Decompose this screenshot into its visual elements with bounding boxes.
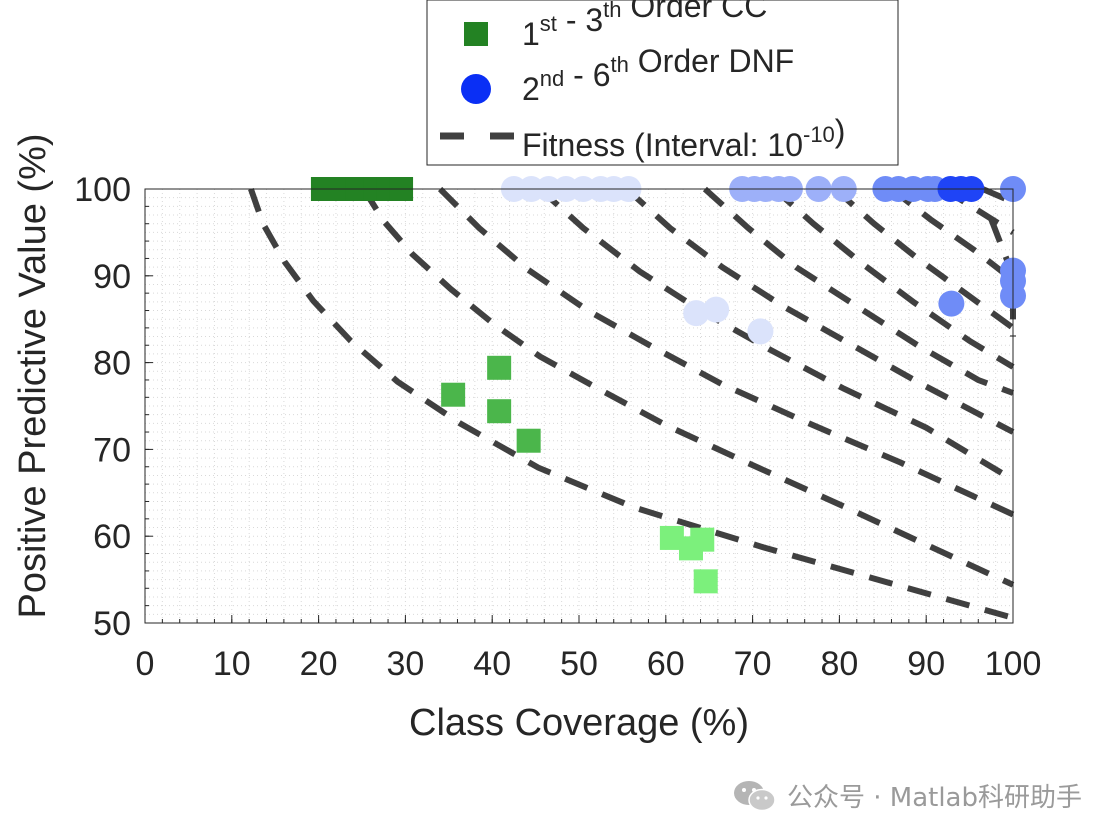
x-tick-label: 50 bbox=[560, 645, 598, 683]
x-tick-label: 10 bbox=[213, 645, 251, 683]
axis-ticks: 0 10 20 30 40 50 60 70 80 90 100 50 60 70 80 90 100 bbox=[74, 171, 1041, 683]
fitness-curve bbox=[889, 186, 1015, 283]
cc-point bbox=[441, 382, 466, 407]
fitness-curves bbox=[248, 186, 1016, 621]
y-axis-label: Positive Predictive Value (%) bbox=[12, 133, 54, 618]
fitness-curve bbox=[537, 186, 1015, 483]
legend-square-marker bbox=[464, 22, 488, 46]
fitness-curve bbox=[437, 186, 1015, 518]
dnf-point bbox=[747, 318, 774, 345]
x-axis-label: Class Coverage (%) bbox=[409, 702, 749, 744]
x-tick-label: 90 bbox=[907, 645, 945, 683]
x-tick-label: 100 bbox=[985, 645, 1042, 683]
watermark-text: 公众号 · Matlab科研助手 bbox=[786, 783, 1082, 813]
data-points bbox=[310, 176, 1026, 594]
y-tick-label: 50 bbox=[93, 605, 131, 643]
wechat-icon bbox=[733, 780, 776, 811]
cc-point bbox=[516, 428, 541, 453]
y-tick-label: 80 bbox=[93, 345, 131, 383]
x-tick-label: 70 bbox=[734, 645, 772, 683]
cc-point bbox=[693, 569, 718, 594]
fitness-curve bbox=[624, 186, 1015, 435]
x-tick-label: 60 bbox=[647, 645, 685, 683]
y-tick-label: 90 bbox=[93, 258, 131, 296]
legend-label: 1st - 3th Order CC bbox=[522, 0, 767, 52]
cc-point bbox=[487, 355, 512, 380]
x-tick-label: 0 bbox=[136, 645, 155, 683]
y-tick-label: 60 bbox=[93, 518, 131, 556]
fitness-curve bbox=[772, 186, 1015, 370]
fitness-curve bbox=[248, 188, 1014, 621]
grid bbox=[145, 189, 1013, 623]
legend-label: Fitness (Interval: 10-10) bbox=[522, 113, 845, 163]
fitness-curve bbox=[702, 186, 1015, 396]
dnf-point bbox=[703, 296, 730, 323]
x-tick-label: 80 bbox=[820, 645, 858, 683]
dnf-point bbox=[683, 300, 710, 327]
cc-point bbox=[690, 527, 715, 552]
watermark: 公众号 · Matlab科研助手 bbox=[733, 777, 1082, 814]
x-tick-label: 40 bbox=[473, 645, 511, 683]
y-tick-label: 70 bbox=[93, 431, 131, 469]
y-tick-label: 100 bbox=[74, 171, 131, 209]
legend-label: 2nd - 6th Order DNF bbox=[522, 43, 794, 107]
cc-point bbox=[487, 399, 512, 424]
fitness-curve bbox=[361, 187, 1015, 588]
x-tick-label: 30 bbox=[386, 645, 424, 683]
fitness-curve bbox=[981, 186, 1015, 205]
dnf-point bbox=[938, 290, 965, 317]
legend-circle-marker bbox=[461, 74, 491, 104]
x-tick-label: 20 bbox=[300, 645, 338, 683]
